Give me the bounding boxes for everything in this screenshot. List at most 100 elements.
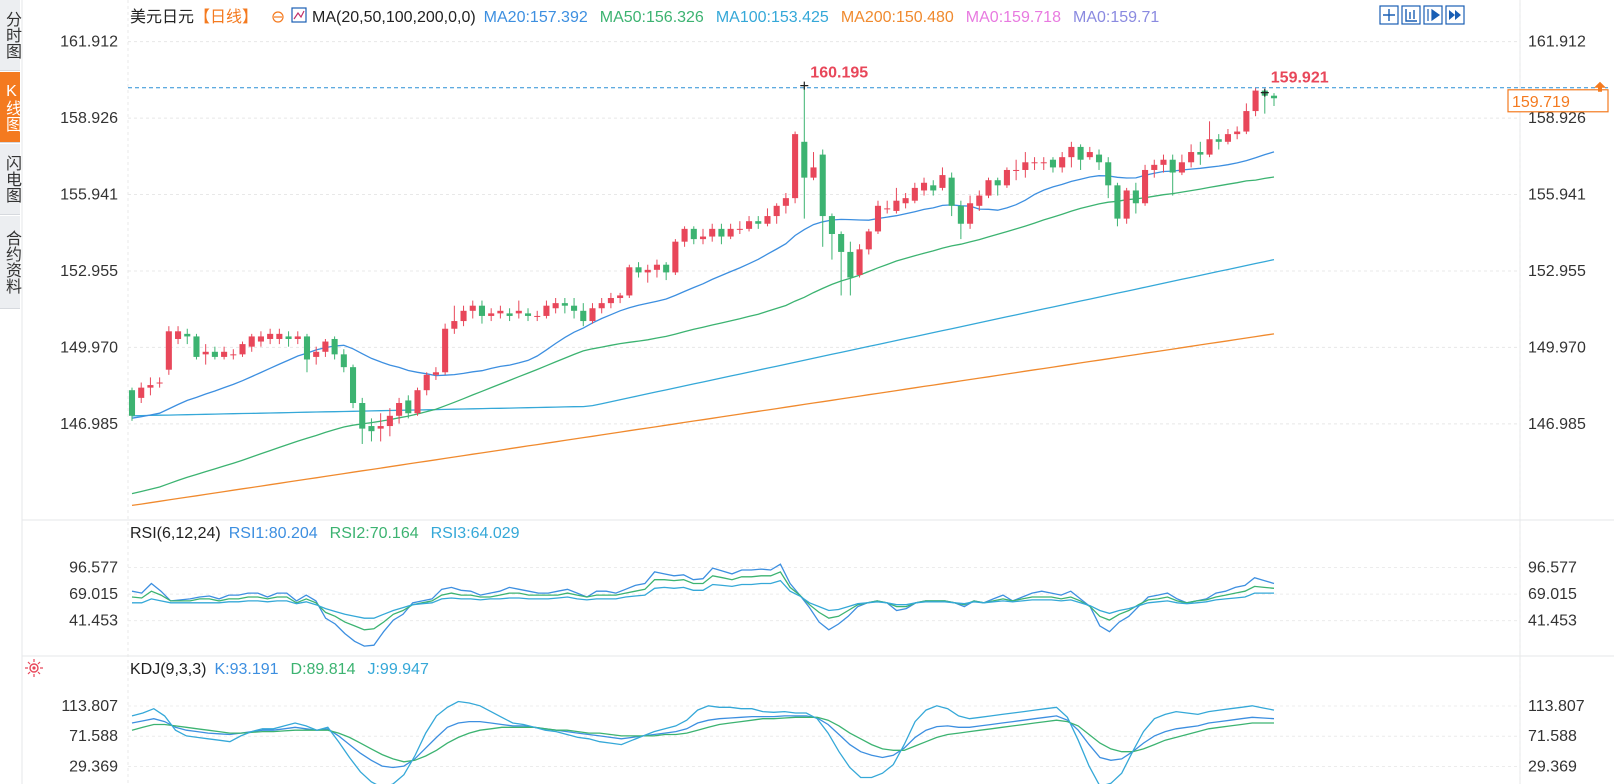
ma0a-value: MA0:159.718: [966, 9, 1061, 26]
y-tick-label-right: 146.985: [1528, 416, 1586, 433]
rsi-rsi3-line: [132, 579, 1274, 619]
candle-body: [801, 141, 808, 178]
candle-body: [736, 228, 743, 230]
fast-forward-icon[interactable]: [1445, 5, 1465, 25]
rsi-y-tick-right: 69.015: [1528, 586, 1577, 603]
candle-body: [561, 303, 568, 306]
candle-body: [1197, 152, 1204, 155]
high-annotation: 160.195: [810, 65, 868, 82]
kdj-y-tick-left: 29.369: [69, 759, 118, 776]
rsi-y-tick-left: 69.015: [69, 586, 118, 603]
ma50-line: [131, 176, 1275, 495]
candle-body: [331, 338, 338, 355]
candle-body: [451, 321, 458, 329]
candle-body: [902, 198, 909, 204]
candle-body: [1040, 162, 1047, 164]
y-tick-label-right: 161.912: [1528, 34, 1586, 51]
candle-body: [1252, 90, 1259, 112]
candle-body: [690, 228, 697, 240]
candle-body: [884, 208, 891, 210]
chart-toolbar: [1379, 5, 1465, 25]
candle-body: [460, 310, 467, 322]
candle-body: [294, 336, 301, 339]
candle-body: [285, 336, 292, 339]
rsi-y-tick-right: 41.453: [1528, 613, 1577, 630]
candle-body: [221, 351, 228, 357]
candle-body: [626, 267, 633, 296]
candle-body: [497, 310, 504, 314]
candle-body: [672, 241, 679, 273]
candle-body: [478, 305, 486, 316]
candle-body: [543, 305, 550, 316]
kdj-y-tick-right: 71.588: [1528, 728, 1577, 745]
candle-body: [976, 195, 983, 206]
y-tick-label-left: 158.926: [60, 110, 118, 127]
candle-body: [819, 154, 826, 217]
candle-body: [746, 221, 753, 229]
play-icon[interactable]: [1423, 5, 1443, 25]
candle-body: [718, 228, 725, 237]
rsi-y-tick-left: 41.453: [69, 613, 118, 630]
candle-body: [681, 228, 688, 242]
tab-contract-info[interactable]: 合约资料: [0, 216, 20, 309]
candle-body: [423, 374, 430, 391]
candle-body: [1142, 169, 1149, 204]
candle-body: [248, 336, 255, 347]
rsi3-value: RSI3:64.029: [431, 525, 520, 542]
candle-body: [957, 205, 964, 224]
candle-body: [1270, 95, 1278, 99]
candle-body: [865, 231, 872, 250]
tab-kline-chart[interactable]: K线图: [0, 72, 20, 143]
candle-body: [1234, 131, 1241, 135]
kdj-params: KDJ(9,3,3): [130, 661, 206, 678]
y-tick-label-left: 149.970: [60, 339, 118, 356]
zoom-bars-icon[interactable]: [1401, 5, 1421, 25]
candle-body: [515, 310, 522, 314]
candle-body: [644, 269, 651, 273]
candle-body: [699, 236, 707, 240]
kdj-k-value: K:93.191: [214, 661, 278, 678]
indicator-settings-icon[interactable]: [291, 7, 307, 23]
candle-body: [580, 310, 587, 322]
candle-body: [396, 403, 403, 416]
candle-body: [920, 182, 928, 191]
candle-body: [792, 134, 799, 199]
candle-body: [653, 264, 660, 270]
tab-flash-chart[interactable]: 闪电图: [0, 144, 20, 215]
last-price-tag: [1507, 89, 1609, 113]
candle-body: [617, 295, 624, 299]
chart-type-sidebar: 分时图 K线图 闪电图 合约资料: [0, 0, 20, 784]
candle-body: [782, 198, 789, 206]
candle-body: [838, 233, 845, 252]
candle-body: [635, 267, 642, 273]
candle-body: [874, 205, 882, 232]
candle-body: [432, 372, 439, 375]
candle-body: [571, 305, 578, 311]
crosshair-icon[interactable]: [1379, 5, 1399, 25]
ma200-value: MA200:150.480: [841, 9, 954, 26]
candle-body: [524, 313, 532, 316]
candle-body: [156, 382, 163, 384]
tab-time-chart[interactable]: 分时图: [0, 0, 20, 71]
candle-body: [607, 298, 614, 304]
candle-body: [405, 400, 412, 414]
y-tick-label-left: 161.912: [60, 34, 118, 51]
ma20-line: [131, 151, 1275, 419]
candle-body: [1160, 159, 1167, 165]
candle-body: [1169, 159, 1176, 173]
rsi-rsi1-line: [131, 563, 1275, 647]
candle-body: [303, 336, 311, 360]
high-annotation-2: 159.921: [1271, 70, 1329, 87]
candle-body: [1105, 162, 1112, 186]
rsi-params: RSI(6,12,24): [130, 525, 221, 542]
candle-body: [442, 328, 449, 373]
y-tick-label-right: 155.941: [1528, 187, 1586, 204]
period-toggle-icon[interactable]: [272, 11, 284, 23]
candle-body: [930, 185, 937, 191]
candle-body: [359, 403, 366, 429]
candle-body: [828, 216, 835, 234]
kdj-k-line: [131, 715, 1275, 769]
sun-settings-icon[interactable]: [25, 659, 43, 677]
candle-body: [773, 205, 780, 217]
